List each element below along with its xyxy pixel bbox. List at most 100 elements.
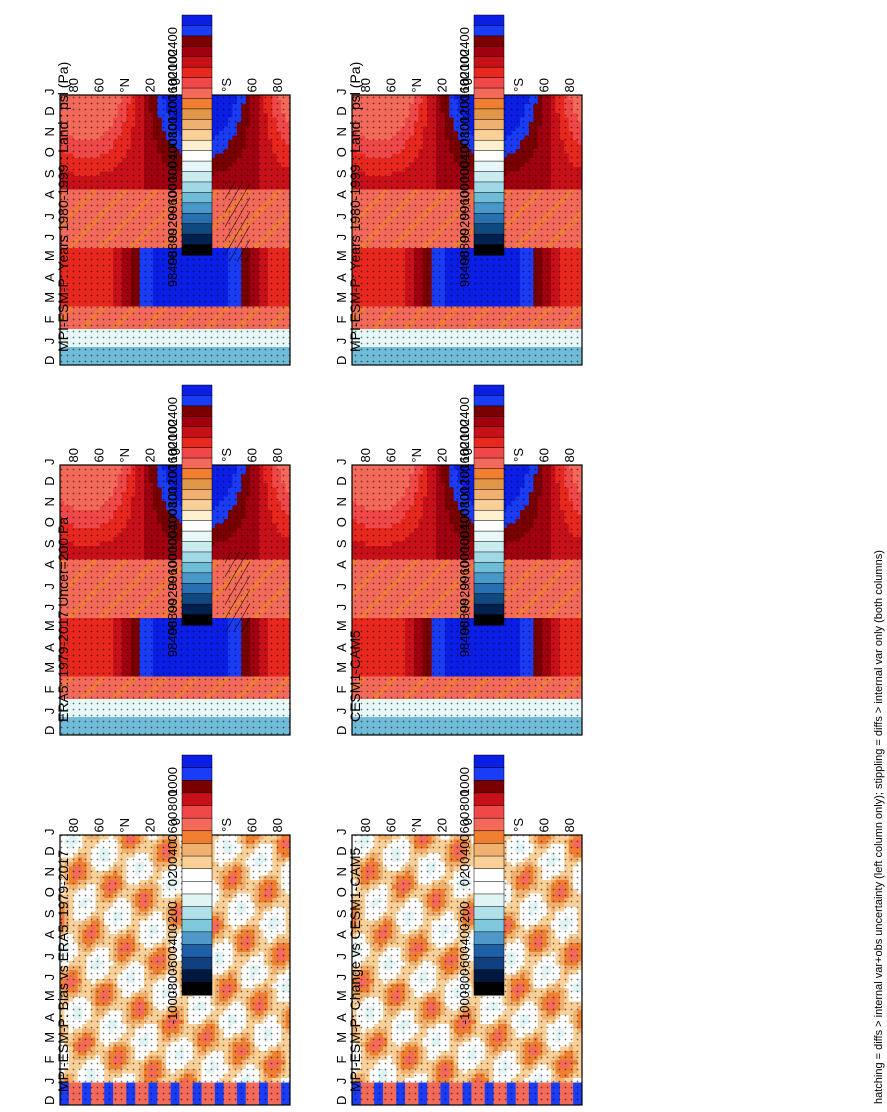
colorbar-label: -400 <box>457 924 472 950</box>
month-tick-label: M <box>334 1032 349 1043</box>
plot-frame <box>59 464 291 736</box>
month-tick-label: D <box>42 846 57 855</box>
month-tick-label: D <box>42 726 57 735</box>
month-tick-label: J <box>42 583 57 590</box>
lat-tick-label: 20 <box>142 448 157 462</box>
colorbar-swatch <box>473 395 505 407</box>
colorbar-swatch <box>181 160 213 173</box>
colorbar-swatch <box>181 202 213 214</box>
colorbar-swatch <box>473 14 505 26</box>
colorbar-swatch <box>181 405 213 417</box>
month-tick-label: N <box>334 497 349 506</box>
colorbar-swatch <box>181 780 213 794</box>
stippling <box>60 835 290 1105</box>
panel-title: MPI-ESM-P: Years 1980-1999 : Land : psl … <box>347 62 363 352</box>
colorbar-label: 102000 <box>457 419 472 462</box>
month-tick-label: N <box>42 497 57 506</box>
colorbar-swatch <box>181 572 213 584</box>
month-tick-label: F <box>334 315 349 323</box>
colorbar-swatch <box>181 395 213 407</box>
plot-frame <box>59 834 291 1106</box>
colorbar-swatch <box>473 56 505 68</box>
month-tick-label: D <box>334 726 349 735</box>
colorbar-label: 100400 <box>457 139 472 182</box>
month-tick-label: M <box>334 990 349 1001</box>
lat-tick-label: 60 <box>537 78 552 92</box>
colorbar-label: 100000 <box>457 161 472 204</box>
colorbar-label: 101200 <box>457 94 472 137</box>
month-tick-label: N <box>42 127 57 136</box>
colorbar-swatch <box>473 969 505 983</box>
month-tick-label: N <box>42 867 57 876</box>
lat-tick-label: 80 <box>270 818 285 832</box>
colorbar-swatch <box>473 77 505 89</box>
lat-tick-label: °N <box>409 818 424 833</box>
colorbar-swatch <box>473 87 505 100</box>
colorbar-swatch <box>181 593 213 605</box>
month-tick-label: A <box>334 190 349 199</box>
colorbar-label: 98400 <box>165 621 180 657</box>
lat-tick-label: 20 <box>142 818 157 832</box>
month-tick-label: S <box>334 539 349 548</box>
heatmap-area <box>352 465 583 736</box>
panel-title: MPI-ESM-P: Years 1980-1999 : Land : psl … <box>55 62 71 352</box>
panel-3: 8060°N20020°S6080DJFMAMJJASONDJCESM1-CAM… <box>334 384 583 736</box>
colorbar-label: 101200 <box>165 94 180 137</box>
month-tick-label: D <box>334 356 349 365</box>
lat-tick-label: 60 <box>245 448 260 462</box>
lat-tick-label: °S <box>219 78 234 92</box>
month-tick-label: O <box>42 517 57 527</box>
month-tick-label: D <box>334 476 349 485</box>
colorbar-swatch <box>181 817 213 832</box>
colorbar-swatch <box>181 108 213 120</box>
month-tick-label: J <box>334 213 349 220</box>
colorbar-label: 1000 <box>165 767 180 796</box>
month-tick-label: S <box>334 169 349 178</box>
colorbar-swatch <box>181 830 213 844</box>
colorbar-label: 102400 <box>165 397 180 440</box>
month-tick-label: A <box>42 643 57 652</box>
colorbar-label: 99600 <box>457 184 472 220</box>
colorbar-swatch <box>473 98 505 110</box>
colorbar-swatch <box>473 426 505 438</box>
month-tick-label: D <box>42 1096 57 1105</box>
month-tick-label: J <box>42 338 57 345</box>
colorbar-label: -600 <box>457 946 472 972</box>
heatmap-area <box>352 95 583 366</box>
colorbar-swatch <box>473 893 505 908</box>
month-tick-label: S <box>42 539 57 548</box>
colorbar-swatch <box>181 171 213 183</box>
month-tick-label: M <box>334 250 349 261</box>
colorbar-label: 1000 <box>457 767 472 796</box>
month-tick-label: M <box>42 990 57 1001</box>
colorbar-swatch <box>473 192 505 204</box>
month-tick-label: A <box>334 643 349 652</box>
month-tick-label: M <box>42 620 57 631</box>
month-tick-label: A <box>334 560 349 569</box>
colorbar-swatch <box>181 66 213 79</box>
lat-tick-label: 20 <box>434 818 449 832</box>
colorbar-swatch <box>473 499 505 511</box>
month-tick-label: D <box>334 106 349 115</box>
colorbar-swatch <box>181 233 213 246</box>
colorbar: 1024001020001016001012001008001004001000… <box>457 384 505 657</box>
month-tick-label: J <box>42 89 57 96</box>
month-tick-label: F <box>334 1055 349 1063</box>
colorbar-swatch <box>181 541 213 553</box>
lat-tick-label: 60 <box>91 818 106 832</box>
lat-tick-label: °S <box>219 448 234 462</box>
month-tick-label: J <box>42 974 57 981</box>
month-tick-label: J <box>42 459 57 466</box>
lat-tick-label: 80 <box>270 448 285 462</box>
colorbar-label: 200 <box>457 857 472 879</box>
colorbar-swatch <box>473 603 505 616</box>
lat-tick-label: 80 <box>562 78 577 92</box>
colorbar-label: 400 <box>165 834 180 856</box>
colorbar-label: 102000 <box>165 49 180 92</box>
month-tick-label: J <box>334 604 349 611</box>
colorbar-label: 98400 <box>457 251 472 287</box>
colorbar-label: 200 <box>165 857 180 879</box>
